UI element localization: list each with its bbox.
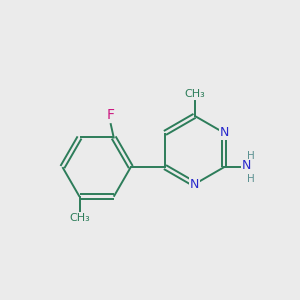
- Text: F: F: [107, 108, 115, 122]
- Text: N: N: [220, 126, 229, 140]
- Text: H: H: [247, 151, 255, 160]
- Text: N: N: [242, 159, 251, 172]
- Text: CH₃: CH₃: [184, 88, 205, 99]
- Text: N: N: [190, 178, 199, 191]
- Text: CH₃: CH₃: [69, 213, 90, 223]
- Text: H: H: [247, 174, 255, 184]
